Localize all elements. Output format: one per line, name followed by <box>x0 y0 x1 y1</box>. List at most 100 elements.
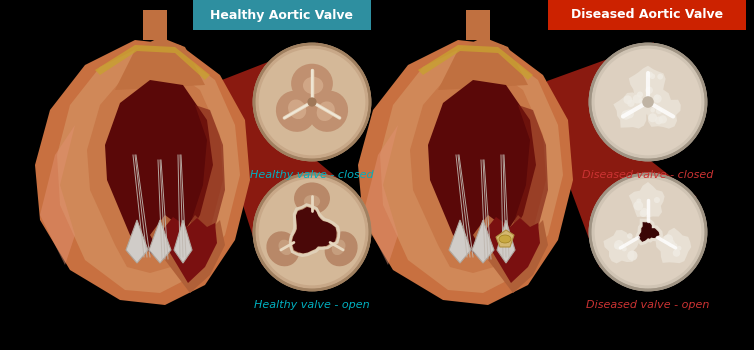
Circle shape <box>657 74 663 79</box>
Ellipse shape <box>276 91 316 132</box>
Polygon shape <box>645 90 681 129</box>
Circle shape <box>633 94 642 104</box>
Text: Diseased valve - closed: Diseased valve - closed <box>582 170 714 180</box>
Text: Healthy Aortic Valve: Healthy Aortic Valve <box>210 8 354 21</box>
Polygon shape <box>508 105 548 260</box>
Polygon shape <box>473 215 548 293</box>
Circle shape <box>614 240 624 250</box>
Polygon shape <box>418 45 533 80</box>
Polygon shape <box>545 42 654 162</box>
Text: Diseased valve - open: Diseased valve - open <box>587 300 710 310</box>
Polygon shape <box>603 230 639 264</box>
Circle shape <box>656 108 662 114</box>
Polygon shape <box>380 47 563 293</box>
Polygon shape <box>209 86 362 265</box>
Circle shape <box>654 197 660 203</box>
Circle shape <box>590 174 706 290</box>
Circle shape <box>259 49 366 155</box>
Circle shape <box>673 249 680 257</box>
Polygon shape <box>160 217 217 283</box>
Circle shape <box>648 113 657 122</box>
Circle shape <box>667 239 675 247</box>
Ellipse shape <box>291 64 333 103</box>
Circle shape <box>637 91 643 98</box>
Polygon shape <box>57 47 240 293</box>
Circle shape <box>664 234 673 244</box>
Ellipse shape <box>499 235 511 243</box>
Ellipse shape <box>278 240 293 255</box>
Polygon shape <box>174 220 192 263</box>
Polygon shape <box>358 40 573 305</box>
Polygon shape <box>95 45 210 80</box>
Text: Healthy valve - closed: Healthy valve - closed <box>250 170 374 180</box>
Polygon shape <box>87 65 223 273</box>
Circle shape <box>640 208 648 216</box>
Polygon shape <box>40 125 75 265</box>
Circle shape <box>254 174 370 290</box>
FancyBboxPatch shape <box>548 0 746 30</box>
Circle shape <box>655 117 663 125</box>
Polygon shape <box>293 207 336 253</box>
Circle shape <box>621 110 631 120</box>
Polygon shape <box>35 40 250 305</box>
Ellipse shape <box>325 231 357 266</box>
Polygon shape <box>638 222 659 242</box>
Polygon shape <box>126 220 148 263</box>
Ellipse shape <box>303 77 323 94</box>
Circle shape <box>622 246 627 251</box>
Circle shape <box>639 98 644 104</box>
Circle shape <box>614 243 620 249</box>
Text: Healthy valve - open: Healthy valve - open <box>254 300 369 310</box>
Polygon shape <box>143 10 167 40</box>
Polygon shape <box>497 220 515 263</box>
Polygon shape <box>438 37 528 90</box>
Circle shape <box>259 178 366 285</box>
Ellipse shape <box>332 240 345 255</box>
Polygon shape <box>363 125 398 265</box>
Polygon shape <box>466 10 490 40</box>
Circle shape <box>645 86 653 94</box>
Circle shape <box>590 44 706 160</box>
Polygon shape <box>105 80 213 257</box>
Circle shape <box>625 109 634 119</box>
Polygon shape <box>483 217 540 283</box>
Circle shape <box>651 108 655 113</box>
Circle shape <box>627 251 637 261</box>
Circle shape <box>627 99 635 107</box>
Ellipse shape <box>266 231 299 266</box>
Circle shape <box>642 96 654 108</box>
Polygon shape <box>629 66 666 102</box>
Ellipse shape <box>294 182 330 214</box>
Polygon shape <box>656 228 691 263</box>
Circle shape <box>595 178 701 285</box>
Polygon shape <box>449 220 471 263</box>
Polygon shape <box>629 182 664 217</box>
Polygon shape <box>410 65 546 273</box>
Polygon shape <box>496 230 514 247</box>
Circle shape <box>636 198 642 203</box>
Circle shape <box>647 71 653 78</box>
Circle shape <box>595 49 701 155</box>
Circle shape <box>672 243 678 248</box>
Ellipse shape <box>308 91 348 132</box>
Circle shape <box>659 115 667 124</box>
Circle shape <box>649 74 655 79</box>
Circle shape <box>308 97 317 107</box>
Polygon shape <box>428 80 536 257</box>
Polygon shape <box>185 105 225 260</box>
Circle shape <box>654 94 660 100</box>
Polygon shape <box>150 215 225 293</box>
Ellipse shape <box>288 99 306 119</box>
FancyBboxPatch shape <box>193 0 371 30</box>
Circle shape <box>254 44 370 160</box>
Polygon shape <box>149 220 171 263</box>
Polygon shape <box>537 85 697 267</box>
Polygon shape <box>472 220 494 263</box>
Circle shape <box>624 96 632 104</box>
Polygon shape <box>115 37 205 90</box>
Circle shape <box>653 94 662 103</box>
Polygon shape <box>217 42 318 162</box>
Circle shape <box>633 201 643 210</box>
Polygon shape <box>613 92 651 128</box>
Ellipse shape <box>304 195 320 208</box>
